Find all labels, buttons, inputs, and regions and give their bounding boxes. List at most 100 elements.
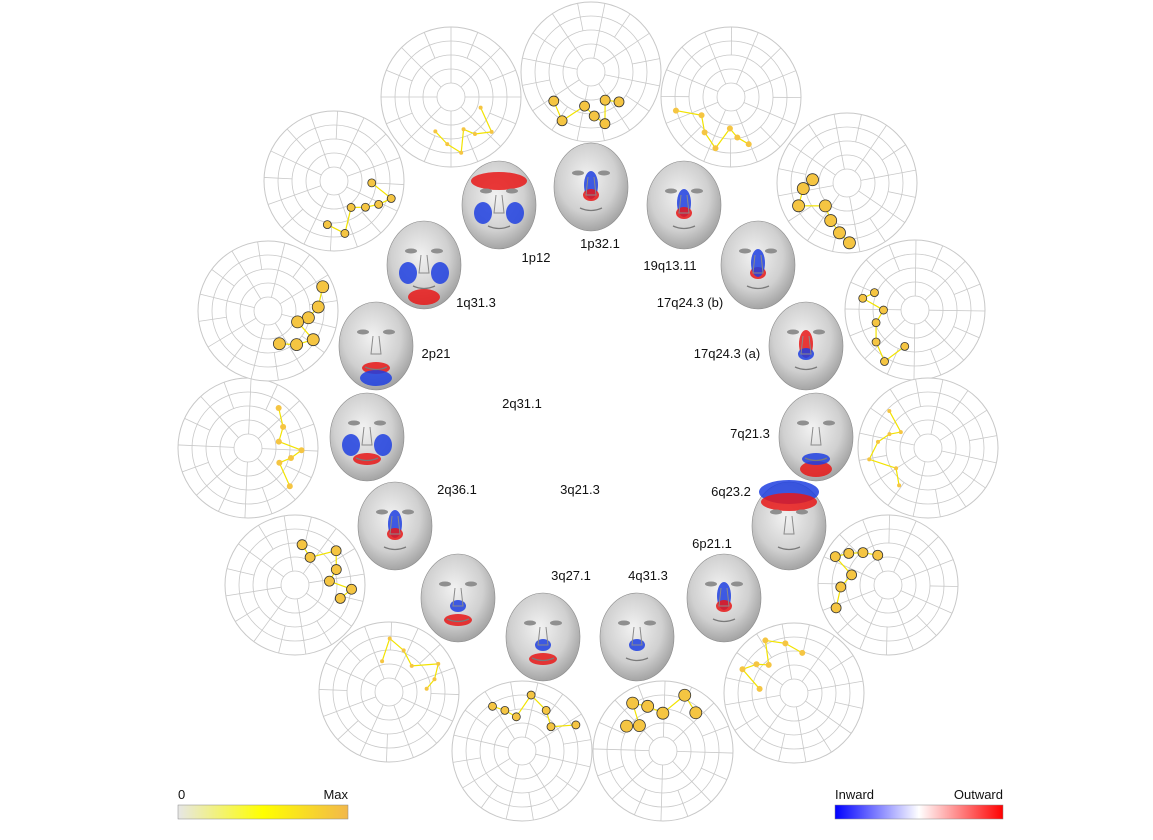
web-spoke bbox=[625, 95, 650, 112]
web-node bbox=[762, 637, 769, 644]
face-effect-region bbox=[761, 493, 817, 511]
web-spoke bbox=[760, 47, 782, 68]
web-spoke bbox=[941, 450, 997, 464]
web-node bbox=[334, 592, 346, 604]
web-spoke bbox=[464, 709, 489, 727]
web-node bbox=[290, 338, 303, 351]
web-node bbox=[818, 199, 832, 213]
face-render bbox=[505, 592, 581, 682]
web-node bbox=[346, 583, 357, 595]
web-node bbox=[500, 705, 510, 715]
web-diagram bbox=[380, 26, 522, 168]
web-spoke bbox=[854, 125, 887, 172]
web-highlight-edge bbox=[446, 143, 462, 154]
web-spoke bbox=[287, 423, 314, 435]
web-spoke bbox=[238, 543, 284, 578]
web-spoke bbox=[452, 757, 481, 763]
web-spoke bbox=[535, 753, 591, 768]
web-node bbox=[433, 129, 438, 134]
face-render bbox=[386, 220, 462, 310]
face-nose bbox=[389, 515, 401, 535]
web-spoke bbox=[226, 344, 244, 368]
web-node bbox=[316, 280, 330, 294]
web-node bbox=[830, 602, 842, 614]
web-spoke bbox=[231, 250, 262, 300]
web-spoke bbox=[267, 185, 321, 205]
web-spoke bbox=[665, 101, 719, 124]
web-spoke bbox=[211, 269, 235, 287]
face-eye bbox=[598, 170, 610, 176]
face-mouth bbox=[487, 225, 511, 230]
face-nose bbox=[418, 254, 430, 274]
face-effect-region bbox=[360, 370, 392, 386]
face-shape bbox=[599, 592, 675, 682]
face-render bbox=[720, 220, 796, 310]
web-node bbox=[275, 404, 282, 411]
web-ring bbox=[576, 57, 606, 87]
web-node bbox=[626, 696, 640, 710]
web-node bbox=[726, 125, 733, 132]
face-eye bbox=[402, 509, 414, 515]
web-node bbox=[472, 132, 477, 137]
face-eye bbox=[348, 420, 360, 426]
web-node bbox=[275, 438, 282, 445]
face-nose bbox=[718, 587, 730, 607]
web-spoke bbox=[555, 775, 580, 793]
web-highlight-edge bbox=[463, 128, 476, 135]
web-spoke bbox=[330, 548, 355, 564]
web-spoke bbox=[928, 309, 985, 312]
web-node bbox=[712, 145, 719, 152]
web-highlight-edge bbox=[389, 637, 405, 651]
web-spoke bbox=[401, 47, 442, 88]
web-ring bbox=[702, 68, 760, 126]
web-node bbox=[879, 305, 888, 315]
web-node bbox=[445, 142, 450, 147]
web-ring bbox=[688, 54, 774, 140]
web-spoke bbox=[244, 461, 248, 518]
web-node bbox=[833, 226, 846, 240]
web-node bbox=[367, 178, 377, 188]
web-ring bbox=[191, 391, 305, 505]
web-spoke bbox=[462, 758, 511, 789]
web-node bbox=[678, 688, 692, 702]
face-effect-region bbox=[802, 453, 830, 465]
face-render bbox=[461, 160, 537, 250]
web-spoke bbox=[598, 721, 625, 735]
face-eye bbox=[797, 420, 809, 426]
locus-label: 2p21 bbox=[422, 346, 451, 361]
web-node bbox=[870, 288, 879, 298]
web-spoke bbox=[703, 109, 726, 162]
web-spoke bbox=[218, 485, 231, 512]
web-spoke bbox=[632, 58, 660, 65]
face-mouth bbox=[746, 285, 770, 290]
web-outline bbox=[817, 514, 959, 656]
web-node bbox=[689, 706, 703, 720]
face-shape bbox=[386, 220, 462, 310]
web-spoke bbox=[900, 559, 954, 581]
web-spoke bbox=[480, 784, 498, 809]
web-spoke bbox=[337, 720, 359, 740]
web-ring bbox=[858, 253, 972, 367]
web-outline bbox=[844, 239, 986, 381]
web-spoke bbox=[736, 652, 783, 686]
web-spoke bbox=[184, 418, 211, 431]
face-shape bbox=[329, 392, 405, 482]
web-spoke bbox=[281, 208, 304, 229]
locus-labels: 1p12 1p32.1 19q13.11 17q24.3 (b) 17q24.3 (a)… bbox=[422, 236, 770, 583]
web-node bbox=[745, 141, 752, 148]
face-effect-region bbox=[431, 262, 449, 284]
web-node bbox=[291, 315, 304, 329]
web-spoke bbox=[845, 308, 902, 311]
web-node bbox=[380, 659, 385, 664]
web-node bbox=[571, 720, 581, 730]
face-render bbox=[768, 301, 844, 391]
web-spoke bbox=[870, 407, 894, 425]
web-node bbox=[387, 636, 392, 641]
web-spoke bbox=[283, 515, 294, 572]
web-ring bbox=[280, 570, 310, 600]
web-diagram bbox=[177, 377, 319, 519]
web-spoke bbox=[913, 323, 916, 380]
web-highlight-edge bbox=[411, 663, 439, 667]
web-spoke bbox=[394, 628, 419, 680]
web-ring bbox=[831, 528, 945, 642]
